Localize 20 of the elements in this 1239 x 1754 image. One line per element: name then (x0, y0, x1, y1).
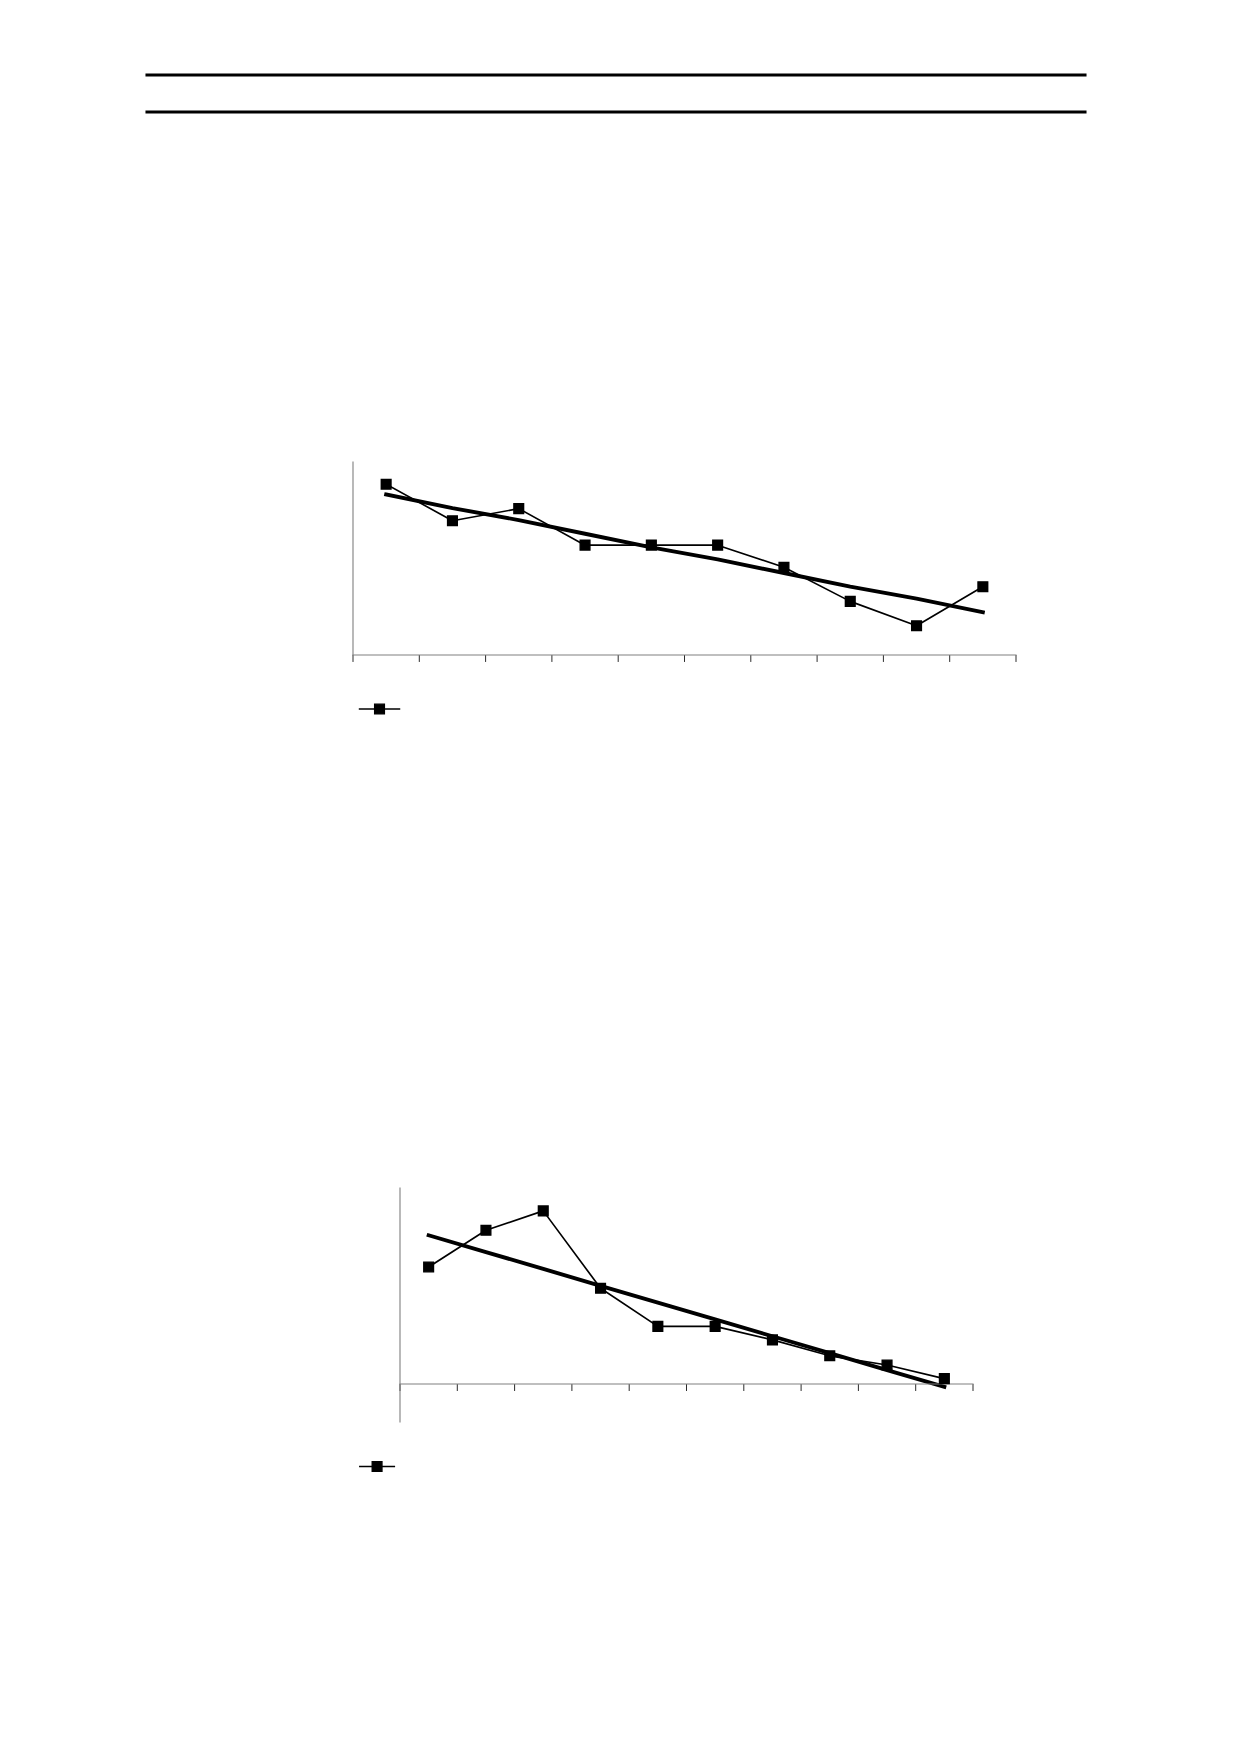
point (824, 1350, 836, 1362)
point (423, 1261, 435, 1273)
point (881, 1359, 893, 1371)
point (766, 1334, 779, 1346)
point (480, 1224, 492, 1236)
point (910, 620, 923, 632)
point (645, 539, 657, 551)
point (778, 561, 790, 573)
point (446, 515, 459, 527)
point (652, 1320, 664, 1332)
point (594, 1282, 607, 1294)
point (938, 1373, 950, 1385)
point (844, 595, 856, 607)
point (709, 1320, 721, 1332)
point (537, 1205, 549, 1217)
point (513, 503, 525, 515)
point (977, 581, 989, 593)
point (712, 539, 724, 551)
point (380, 478, 392, 490)
point (579, 539, 591, 551)
